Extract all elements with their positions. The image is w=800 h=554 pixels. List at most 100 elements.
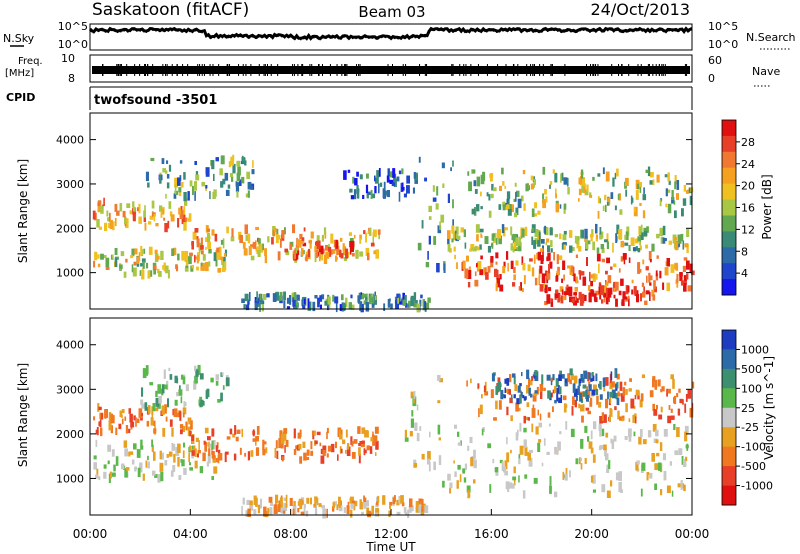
heatmap-cell — [194, 460, 198, 469]
heatmap-cell — [610, 480, 613, 487]
heatmap-cell — [518, 475, 520, 483]
heatmap-cell — [624, 242, 629, 246]
heatmap-cell — [510, 243, 514, 251]
heatmap-cell — [221, 259, 223, 265]
heatmap-cell — [522, 170, 526, 175]
heatmap-cell — [632, 414, 635, 423]
heatmap-cell — [249, 500, 253, 506]
heatmap-cell — [378, 168, 381, 177]
heatmap-cell — [476, 204, 480, 212]
heatmap-cell — [194, 448, 197, 457]
heatmap-cell — [552, 169, 555, 174]
heatmap-cell — [637, 268, 642, 273]
heatmap-cell — [164, 223, 168, 233]
heatmap-cell — [674, 262, 678, 270]
heatmap-cell — [617, 391, 620, 397]
heatmap-cell — [320, 448, 324, 455]
heatmap-cell — [603, 414, 607, 423]
heatmap-cell — [462, 468, 465, 474]
heatmap-cell — [632, 247, 636, 251]
heatmap-cell — [199, 401, 202, 408]
heatmap-cell — [418, 156, 421, 163]
heatmap-cell — [450, 167, 452, 172]
heatmap-cell — [612, 284, 615, 288]
heatmap-cell — [595, 388, 599, 395]
heatmap-cell — [207, 228, 210, 232]
heatmap-cell — [616, 373, 620, 380]
heatmap-cell — [244, 160, 247, 166]
heatmap-cell — [484, 391, 489, 396]
heatmap-cell — [378, 183, 380, 194]
heatmap-cell — [396, 293, 401, 301]
heatmap-cell — [591, 389, 596, 396]
heatmap-cell — [232, 433, 236, 438]
heatmap-cell — [252, 438, 256, 442]
heatmap-cell — [114, 203, 118, 212]
heatmap-cell — [187, 218, 191, 222]
heatmap-cell — [621, 418, 624, 422]
heatmap-cell — [410, 391, 414, 399]
heatmap-cell — [510, 394, 513, 402]
heatmap-cell — [370, 242, 375, 247]
heatmap-cell — [622, 253, 627, 260]
heatmap-cell — [189, 430, 192, 437]
heatmap-cell — [491, 183, 494, 191]
heatmap-cell — [615, 233, 618, 243]
heatmap-cell — [653, 409, 658, 416]
heatmap-cell — [668, 405, 671, 410]
heatmap-cell — [491, 373, 495, 382]
heatmap-cell — [634, 413, 637, 419]
heatmap-cell — [220, 239, 224, 245]
heatmap-cell — [578, 270, 582, 275]
heatmap-cell — [357, 295, 361, 303]
heatmap-cell — [194, 228, 199, 233]
heatmap-cell — [416, 432, 420, 442]
heatmap-cell — [408, 300, 411, 308]
freq-label: Freq. — [18, 56, 43, 67]
heatmap-cell — [199, 466, 204, 474]
heatmap-cell — [490, 256, 494, 263]
colorbar-swatch — [722, 349, 736, 370]
heatmap-cell — [616, 224, 620, 234]
cpid-value: twofsound -3501 — [94, 93, 217, 108]
heatmap-cell — [166, 174, 170, 179]
heatmap-cell — [488, 194, 491, 201]
heatmap-cell — [495, 283, 498, 292]
heatmap-cell — [353, 439, 358, 444]
heatmap-cell — [666, 189, 671, 193]
heatmap-cell — [586, 257, 588, 266]
heatmap-cell — [206, 232, 211, 242]
heatmap-cell — [345, 297, 348, 308]
heatmap-cell — [604, 285, 607, 294]
heatmap-cell — [122, 210, 126, 218]
heatmap-cell — [474, 189, 478, 194]
heatmap-cell — [371, 505, 374, 515]
heatmap-cell — [614, 172, 617, 180]
heatmap-cell — [374, 175, 376, 182]
heatmap-cell — [550, 240, 553, 247]
heatmap-cell — [285, 494, 288, 503]
heatmap-cell — [340, 429, 343, 435]
heatmap-cell — [414, 300, 418, 306]
heatmap-cell — [531, 423, 534, 433]
heatmap-cell — [485, 272, 489, 280]
heatmap-cell — [653, 286, 657, 293]
heatmap-cell — [607, 197, 611, 205]
heatmap-cell — [505, 389, 508, 393]
heatmap-cell — [457, 442, 462, 446]
heatmap-cell — [371, 303, 375, 308]
heatmap-cell — [223, 253, 227, 257]
heatmap-cell — [580, 438, 584, 449]
heatmap-cell — [482, 427, 485, 432]
heatmap-cell — [527, 417, 530, 421]
heatmap-cell — [350, 436, 353, 445]
beam-title: Beam 03 — [358, 3, 425, 21]
heatmap-cell — [216, 252, 221, 260]
heatmap-cell — [155, 390, 158, 398]
heatmap-cell — [503, 261, 506, 268]
heatmap-cell — [454, 424, 457, 429]
heatmap-cell — [615, 472, 619, 481]
heatmap-cell — [162, 168, 167, 173]
heatmap-cell — [390, 171, 394, 178]
heatmap-cell — [602, 377, 606, 387]
